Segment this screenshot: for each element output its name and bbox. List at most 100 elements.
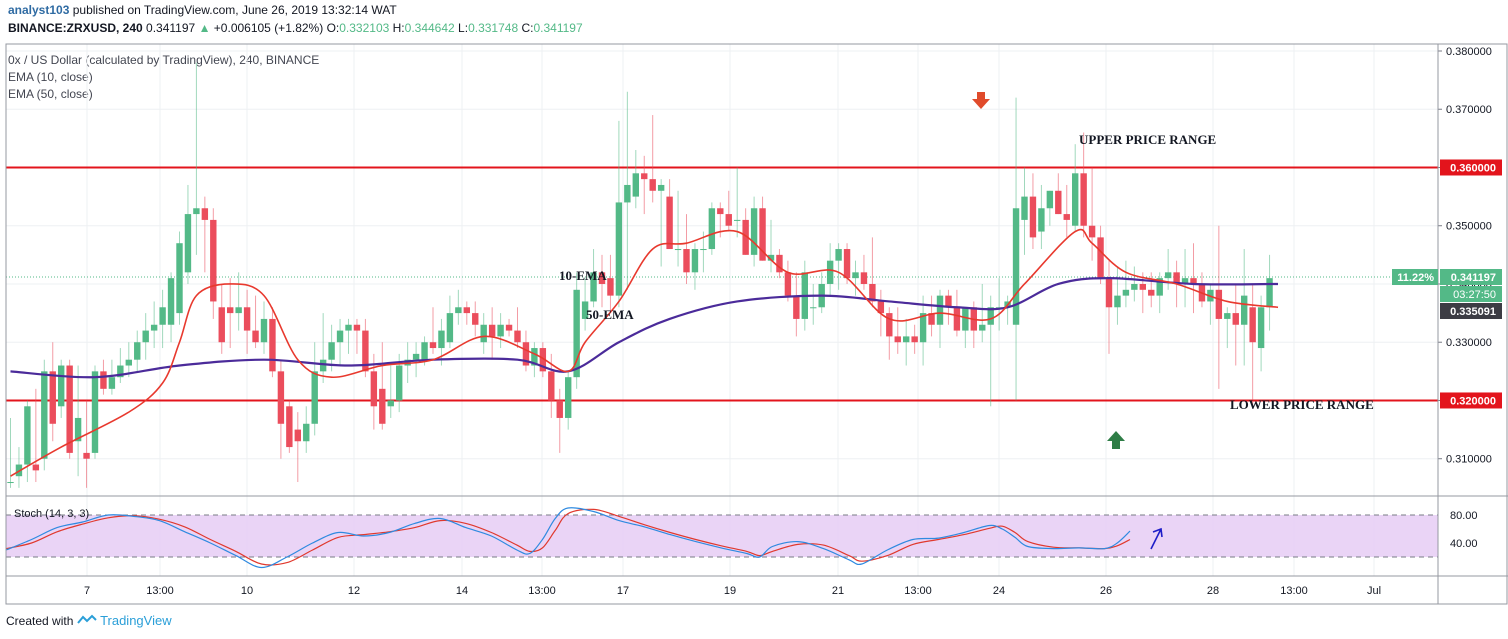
candle-body [480, 324, 487, 343]
candle-body [24, 406, 31, 465]
close-value: 0.341197 [533, 21, 583, 35]
candle [142, 313, 149, 360]
legend-ema10[interactable]: EMA (10, close) [8, 70, 93, 84]
candle-body [49, 371, 56, 424]
candle [463, 301, 470, 325]
candle [362, 318, 369, 378]
candle-body [455, 307, 462, 314]
legend-ema50[interactable]: EMA (50, close) [8, 87, 93, 101]
candle-body [632, 173, 639, 197]
candle-body [125, 359, 132, 366]
candle-body [252, 330, 259, 343]
candle-body [379, 388, 386, 424]
candle-body [683, 249, 690, 273]
candle [15, 447, 23, 488]
candle [1190, 243, 1197, 314]
candle [995, 278, 1003, 331]
stoch-k-line [5, 507, 1131, 569]
y-tick-label: 0.370000 [1446, 104, 1492, 116]
candle-body [488, 324, 496, 337]
candle-body [708, 208, 716, 250]
candle [472, 301, 479, 337]
candle-body [1055, 190, 1062, 215]
open-label: O: [326, 21, 340, 35]
candle-body [74, 417, 82, 442]
candle-body [877, 301, 885, 314]
tradingview-brand[interactable]: TradingView [100, 613, 172, 628]
pct-tag-bg [1392, 269, 1438, 286]
candle-body [860, 272, 868, 284]
candle-body [531, 348, 538, 366]
ema50-tag-bg [1440, 303, 1502, 320]
candle [269, 307, 276, 378]
candle-body [66, 365, 73, 453]
candle-body [1156, 278, 1163, 296]
candle [243, 289, 251, 354]
candle [641, 155, 648, 215]
candle-body [370, 371, 378, 407]
candle [1156, 272, 1163, 314]
lower-range-label: LOWER PRICE RANGE [1230, 397, 1374, 412]
candle-body [294, 429, 301, 442]
x-tick-label: 28 [1207, 585, 1219, 597]
candle [336, 318, 344, 366]
candle-body [936, 295, 944, 325]
candle-body [759, 208, 766, 261]
open-value: 0.332103 [339, 21, 390, 35]
candle-body [1088, 225, 1096, 238]
stoch-legend: Stoch (14, 3, 3) [14, 508, 89, 520]
candle [928, 295, 935, 337]
candle-body [894, 336, 901, 343]
countdown-tag-bg [1440, 286, 1502, 303]
y-tick-label: 0.350000 [1446, 221, 1492, 233]
ema10-label: 10-EMA [559, 268, 607, 283]
candle [167, 272, 175, 343]
candle [480, 313, 487, 354]
candle [708, 202, 716, 255]
moving-averages [10, 228, 1279, 477]
candle [750, 196, 758, 267]
candle [1215, 225, 1223, 389]
candle [565, 371, 572, 430]
candle [58, 359, 65, 418]
candle-body [886, 313, 893, 337]
candle-body [243, 307, 251, 331]
x-tick-label: 14 [456, 585, 468, 597]
lower-price-tag: 0.320000 [1450, 395, 1496, 407]
candle [581, 278, 589, 331]
candle-body [1122, 289, 1130, 296]
candle-body [1046, 190, 1054, 209]
candle-body [497, 324, 504, 337]
candle-body [573, 289, 580, 378]
candle [1232, 283, 1239, 366]
candle-body [565, 377, 572, 418]
legend-main[interactable]: 0x / US Dollar (calculated by TradingVie… [8, 53, 320, 67]
low-value: 0.331748 [468, 21, 519, 35]
candle-body [117, 365, 124, 378]
candle [1198, 272, 1206, 308]
candle [455, 289, 462, 325]
candle-body [607, 278, 614, 296]
price-change: +0.006105 (+1.82%) [213, 21, 324, 35]
candle-body [835, 249, 842, 261]
candle-body [581, 301, 589, 319]
created-with-text: Created with [6, 614, 74, 628]
stoch-up-arrow-icon [1150, 527, 1163, 550]
ema50-tag: 0.335091 [1450, 306, 1496, 318]
candle [894, 307, 901, 354]
candle [345, 318, 352, 354]
stoch-y-tick-label: 80.00 [1450, 510, 1478, 522]
author-name[interactable]: analyst103 [8, 3, 70, 17]
candle-body [641, 173, 648, 180]
candle [429, 307, 437, 354]
candle-body [776, 254, 783, 273]
candle [1088, 167, 1096, 261]
candle-body [590, 272, 597, 302]
candle-body [1021, 196, 1028, 220]
candle [1038, 184, 1045, 250]
candle [201, 196, 209, 273]
candle [1105, 260, 1113, 354]
candle [286, 400, 293, 453]
candle-body [1190, 278, 1197, 284]
